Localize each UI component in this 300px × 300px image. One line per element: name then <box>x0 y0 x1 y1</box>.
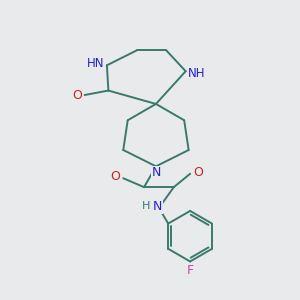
Text: N: N <box>151 167 160 179</box>
Text: HN: HN <box>87 57 104 70</box>
Text: O: O <box>194 166 203 179</box>
Text: O: O <box>72 88 82 101</box>
Text: H: H <box>142 202 151 212</box>
Text: F: F <box>187 265 194 278</box>
Text: O: O <box>110 170 120 183</box>
Text: N: N <box>153 200 162 213</box>
Text: NH: NH <box>188 67 206 80</box>
